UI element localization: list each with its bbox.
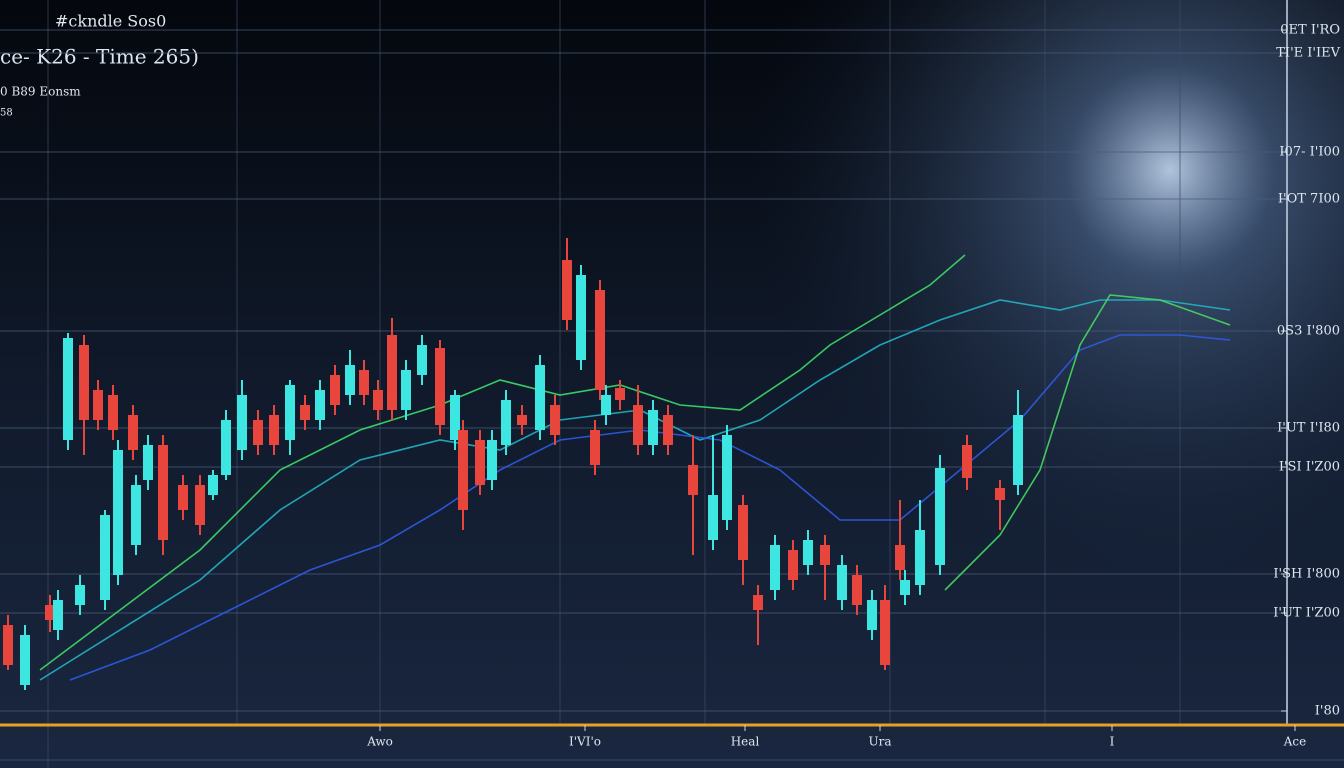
y-tick-label: I07- I'I00 xyxy=(1279,145,1340,160)
y-tick-label: I'80 xyxy=(1315,704,1340,719)
candle-body xyxy=(995,488,1005,500)
candle-body xyxy=(79,345,89,420)
candle-body xyxy=(221,420,231,475)
candle-body xyxy=(788,550,798,580)
candle-body xyxy=(93,390,103,420)
candle-body xyxy=(880,600,890,665)
candle-body xyxy=(770,545,780,590)
candle-body xyxy=(550,405,560,435)
y-tick-label: I'OT 7I00 xyxy=(1278,192,1340,207)
candle-body xyxy=(237,395,247,450)
candle-body xyxy=(100,515,110,600)
candle-body xyxy=(738,505,748,560)
candle-body xyxy=(487,440,497,480)
x-tick-label: Awo xyxy=(366,735,393,749)
candle-body xyxy=(178,485,188,510)
candle-body xyxy=(330,375,340,405)
candle-body xyxy=(517,415,527,425)
candle-body xyxy=(663,415,673,445)
x-tick-label: Heal xyxy=(731,735,760,749)
candle-body xyxy=(595,290,605,390)
vertical-grid xyxy=(47,0,1181,768)
candle-body xyxy=(143,445,153,480)
candle-body xyxy=(615,388,625,400)
candle-body xyxy=(195,485,205,525)
y-tick-label: I'UT I'Z00 xyxy=(1273,606,1340,621)
candle-body xyxy=(852,575,862,605)
y-tick-label: 0S3 I'800 xyxy=(1277,324,1340,339)
candle-body xyxy=(285,385,295,440)
y-tick-label: I'SI I'Z00 xyxy=(1279,460,1340,475)
candle-body xyxy=(867,600,877,630)
y-tick-label: I'SH I'800 xyxy=(1273,567,1340,582)
candle-body xyxy=(601,395,611,415)
line-series xyxy=(39,299,1231,681)
candle-body xyxy=(1013,415,1023,485)
y-tick-label: I'UT I'I80 xyxy=(1277,421,1340,436)
candle-body xyxy=(501,400,511,445)
header-label: 0 B89 Eonsm xyxy=(0,85,81,99)
y-tick-label: 0ET I'RO xyxy=(1280,23,1340,38)
candle-body xyxy=(837,565,847,600)
candle-body xyxy=(475,440,485,485)
candle-body xyxy=(535,365,545,430)
candle-body xyxy=(53,600,63,630)
candle-body xyxy=(45,605,55,620)
candle-body xyxy=(935,468,945,565)
candle-body xyxy=(345,365,355,395)
candle-body xyxy=(900,580,910,595)
candle-body xyxy=(113,450,123,575)
candle-body xyxy=(722,435,732,520)
candle-body xyxy=(208,475,218,495)
candle-body xyxy=(633,405,643,445)
candle-body xyxy=(820,545,830,565)
candle-body xyxy=(576,275,586,360)
candle-body xyxy=(450,395,460,440)
candle-body xyxy=(373,390,383,410)
candle-body xyxy=(269,415,279,445)
candle-body xyxy=(63,338,73,440)
candle-body xyxy=(401,370,411,410)
candle-body xyxy=(20,635,30,685)
chart-title: #ckndle Sos0 xyxy=(55,12,166,31)
line-series xyxy=(39,254,966,671)
candle-body xyxy=(562,260,572,320)
candle-body xyxy=(590,430,600,465)
candle-body xyxy=(387,335,397,410)
x-tick-label: Ace xyxy=(1283,735,1307,749)
line-series xyxy=(69,334,1231,681)
candle-body xyxy=(648,410,658,445)
candle-body xyxy=(435,348,445,425)
candle-body xyxy=(253,420,263,445)
candle-body xyxy=(3,625,13,665)
y-tick-label: TI'E I'IEV xyxy=(1276,46,1340,61)
header-label: 58 xyxy=(0,108,13,119)
candle-body xyxy=(158,445,168,540)
candle-body xyxy=(753,595,763,610)
candle-body xyxy=(108,395,118,430)
candle-body xyxy=(417,345,427,375)
x-tick-label: I'VI'o xyxy=(569,735,601,749)
candle-body xyxy=(895,545,905,570)
candle-body xyxy=(688,465,698,495)
candle-body xyxy=(803,540,813,565)
x-tick-label: I xyxy=(1110,735,1115,749)
line-series xyxy=(944,294,1231,591)
candle-body xyxy=(915,530,925,585)
candle-body xyxy=(359,370,369,395)
candle-body xyxy=(708,495,718,540)
candle-body xyxy=(128,415,138,450)
candle-body xyxy=(962,445,972,478)
candle-body xyxy=(131,485,141,545)
chart-subtitle: ce- K26 - Time 265) xyxy=(0,45,199,69)
candle-body xyxy=(300,405,310,420)
candle-body xyxy=(75,585,85,605)
x-tick-label: Ura xyxy=(868,735,891,749)
candle-body xyxy=(458,430,468,510)
candle-body xyxy=(315,390,325,420)
